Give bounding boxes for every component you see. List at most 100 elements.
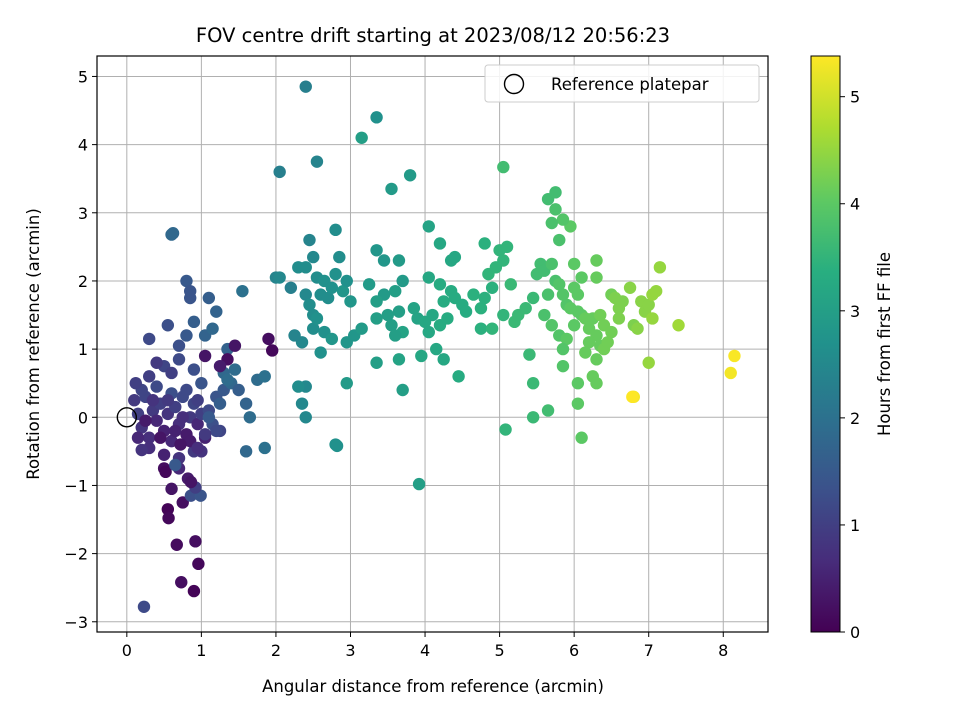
data-point bbox=[161, 503, 175, 516]
y-tick-label: −2 bbox=[64, 545, 88, 564]
data-point bbox=[370, 111, 383, 124]
data-point bbox=[575, 431, 588, 444]
data-point bbox=[590, 254, 603, 267]
data-point bbox=[553, 233, 566, 247]
x-tick-label: 1 bbox=[196, 641, 206, 660]
data-point bbox=[623, 281, 637, 294]
data-point bbox=[526, 376, 540, 390]
data-point bbox=[403, 169, 417, 182]
plot-frame bbox=[96, 55, 769, 633]
x-tick-label: 7 bbox=[644, 641, 654, 660]
data-point bbox=[724, 366, 737, 380]
data-point bbox=[344, 295, 357, 308]
data-point bbox=[545, 216, 558, 230]
data-point bbox=[129, 376, 142, 390]
data-point bbox=[330, 439, 344, 453]
data-point bbox=[385, 182, 398, 196]
data-point bbox=[166, 227, 180, 240]
data-point bbox=[192, 557, 205, 571]
colorbar: 0 1 2 3 4 5 Hours from first FF file bbox=[810, 55, 894, 642]
data-points bbox=[128, 80, 741, 613]
data-point bbox=[299, 288, 312, 301]
data-point bbox=[165, 366, 178, 380]
data-point bbox=[175, 576, 188, 589]
chart-title: FOV centre drift starting at 2023/08/12 … bbox=[196, 24, 670, 47]
colorbar-gradient bbox=[810, 55, 841, 633]
data-point bbox=[631, 322, 644, 335]
data-point bbox=[526, 411, 540, 424]
data-point bbox=[340, 274, 353, 288]
data-point bbox=[381, 308, 394, 322]
data-point bbox=[206, 322, 219, 335]
data-point bbox=[500, 240, 514, 254]
data-point bbox=[519, 302, 532, 315]
data-point bbox=[266, 344, 279, 357]
colorbar-tick-label: 3 bbox=[850, 302, 860, 321]
colorbar-label: Hours from first FF file bbox=[875, 252, 894, 436]
data-point bbox=[243, 411, 257, 424]
data-point bbox=[575, 271, 588, 284]
data-point bbox=[579, 346, 592, 359]
data-point bbox=[310, 155, 324, 168]
data-point bbox=[202, 411, 216, 424]
data-point bbox=[653, 261, 667, 274]
data-point bbox=[299, 261, 312, 274]
data-point bbox=[541, 288, 555, 301]
data-point bbox=[370, 244, 383, 257]
data-point bbox=[497, 160, 510, 174]
data-point bbox=[131, 431, 145, 444]
data-point bbox=[150, 356, 163, 369]
data-point bbox=[377, 254, 391, 267]
data-point bbox=[459, 305, 473, 318]
data-point bbox=[538, 308, 551, 322]
data-point bbox=[273, 165, 286, 179]
y-tick-label: 1 bbox=[78, 340, 88, 359]
data-point bbox=[556, 342, 570, 356]
data-point bbox=[478, 291, 491, 305]
x-tick-label: 6 bbox=[569, 641, 579, 660]
y-tick-label: 5 bbox=[78, 67, 88, 86]
data-point bbox=[232, 383, 245, 397]
data-point bbox=[437, 295, 450, 308]
data-point bbox=[183, 284, 197, 298]
data-point bbox=[549, 203, 562, 216]
data-point bbox=[165, 482, 178, 496]
data-point bbox=[239, 397, 253, 410]
data-point bbox=[228, 363, 242, 376]
data-point bbox=[564, 302, 577, 315]
data-point bbox=[191, 417, 204, 431]
data-point bbox=[422, 220, 435, 233]
data-point bbox=[180, 274, 193, 288]
data-point bbox=[526, 291, 540, 305]
data-point bbox=[485, 281, 499, 294]
data-point bbox=[523, 348, 536, 361]
data-point bbox=[258, 441, 271, 455]
data-point bbox=[187, 584, 201, 598]
data-point bbox=[370, 295, 383, 308]
data-point bbox=[594, 308, 607, 322]
data-point bbox=[146, 394, 160, 407]
data-point bbox=[556, 288, 570, 301]
x-tick-label: 5 bbox=[495, 641, 505, 660]
data-point bbox=[180, 383, 193, 397]
data-point bbox=[325, 281, 339, 294]
data-point bbox=[189, 535, 202, 548]
data-point bbox=[392, 353, 406, 366]
data-point bbox=[355, 322, 368, 335]
data-point bbox=[482, 267, 495, 281]
reference-platepar-marker bbox=[116, 407, 138, 428]
data-point bbox=[169, 458, 182, 472]
data-point bbox=[161, 319, 175, 332]
data-point bbox=[307, 322, 320, 335]
data-point bbox=[430, 342, 443, 356]
data-point bbox=[433, 278, 447, 291]
data-point bbox=[128, 394, 141, 407]
data-point bbox=[407, 302, 421, 315]
data-point bbox=[362, 278, 376, 291]
data-point bbox=[202, 291, 216, 305]
data-point bbox=[325, 332, 339, 346]
data-point bbox=[295, 397, 309, 410]
data-point bbox=[571, 376, 585, 390]
data-point bbox=[221, 373, 234, 386]
data-point bbox=[370, 312, 383, 325]
